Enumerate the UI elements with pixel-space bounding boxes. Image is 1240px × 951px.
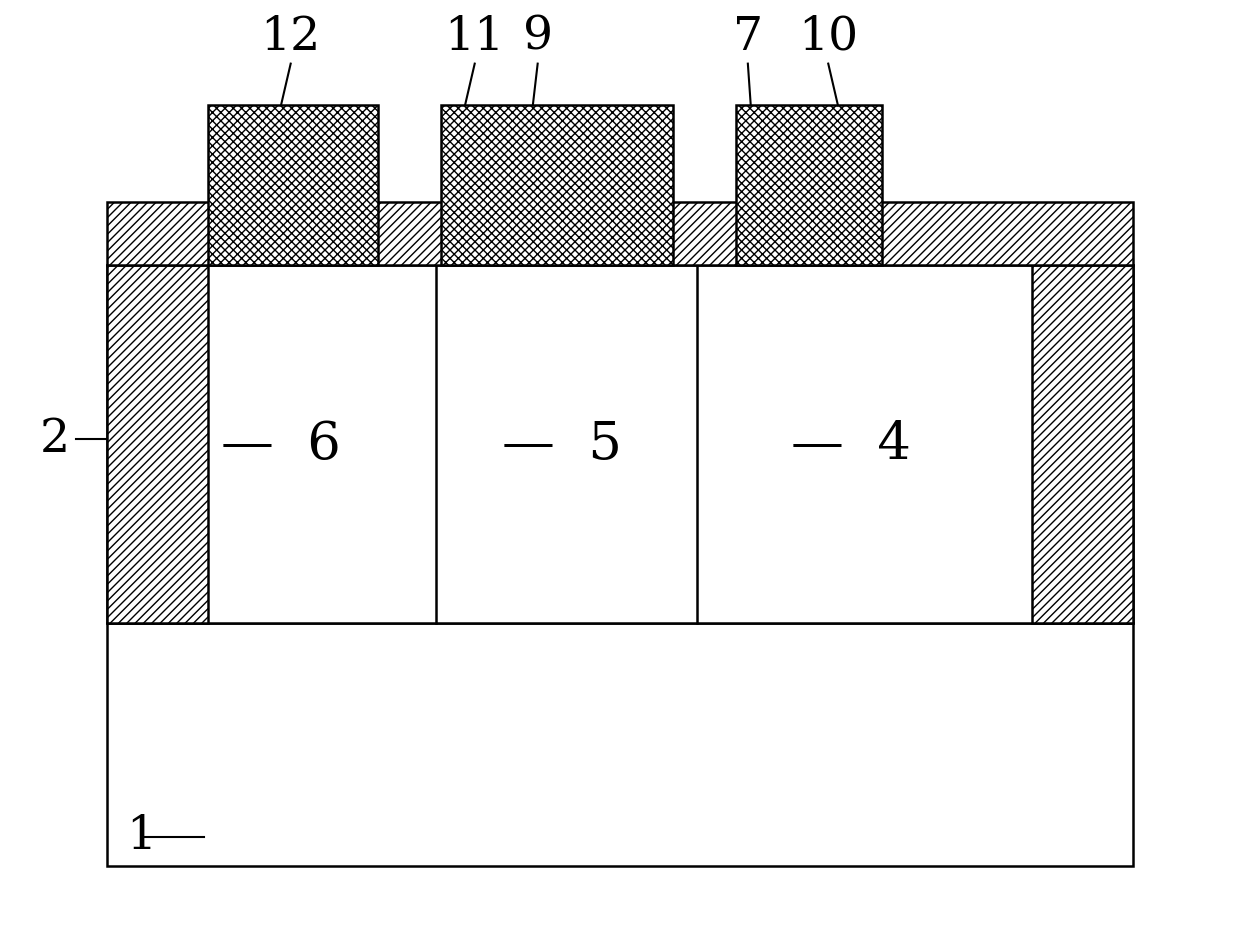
Text: 2: 2 bbox=[40, 417, 69, 462]
Text: —  4: — 4 bbox=[791, 418, 910, 470]
Bar bbox=[107, 203, 1133, 265]
Text: 12: 12 bbox=[260, 14, 321, 60]
Text: 1: 1 bbox=[126, 814, 156, 859]
Bar bbox=[440, 106, 673, 265]
Bar bbox=[107, 624, 1133, 865]
Bar bbox=[107, 265, 1133, 624]
Bar bbox=[1032, 265, 1133, 624]
Text: 7: 7 bbox=[733, 14, 763, 60]
Bar bbox=[107, 265, 208, 624]
Text: 11: 11 bbox=[445, 14, 505, 60]
Text: 10: 10 bbox=[799, 14, 858, 60]
Bar bbox=[208, 106, 378, 265]
Text: —  5: — 5 bbox=[502, 418, 622, 470]
Bar bbox=[737, 106, 882, 265]
Text: —  6: — 6 bbox=[221, 418, 341, 470]
Text: 9: 9 bbox=[523, 14, 553, 60]
